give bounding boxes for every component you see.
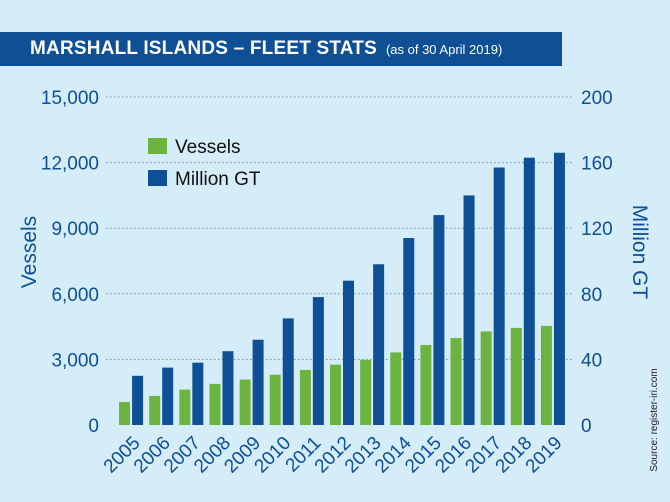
bar-gt-2010: [282, 318, 294, 425]
bar-vessels-2011: [299, 369, 311, 425]
x-tick-label: 2019: [522, 433, 567, 478]
left-tick-label: 9,000: [51, 219, 99, 240]
bar-vessels-2012: [330, 364, 341, 425]
left-tick-label: 12,000: [41, 154, 99, 175]
bar-gt-2013: [373, 264, 385, 425]
right-tick-label: 80: [581, 285, 602, 306]
bar-vessels-2015: [420, 344, 432, 425]
bar-vessels-2016: [450, 337, 462, 425]
bar-vessels-2009: [239, 379, 251, 425]
bar-gt-2015: [433, 215, 445, 425]
bar-gt-2008: [222, 351, 234, 425]
right-tick-label: 40: [581, 350, 602, 371]
bar-gt-2017: [493, 167, 505, 425]
left-tick-label: 6,000: [51, 285, 99, 306]
bar-vessels-2007: [179, 389, 191, 425]
y-axis-label-right: Million GT: [628, 205, 651, 300]
left-tick-label: 15,000: [41, 88, 99, 109]
x-axis-ticks: 2005200620072008200920102011201220132014…: [100, 432, 567, 477]
bar-vessels-2017: [480, 331, 492, 425]
bar-gt-2007: [192, 362, 204, 425]
chart-title-bar: MARSHALL ISLANDS – FLEET STATS (as of 30…: [0, 32, 562, 66]
right-tick-label: 160: [581, 154, 613, 175]
chart-subtitle: (as of 30 April 2019): [385, 41, 503, 57]
bar-vessels-2019: [540, 325, 552, 425]
bar-vessels-2010: [269, 374, 281, 425]
bar-gt-2019: [553, 152, 565, 425]
legend: Vessels Million GT: [148, 137, 261, 190]
left-tick-label: 3,000: [51, 350, 99, 371]
bar-vessels-2005: [119, 402, 131, 425]
right-tick-label: 120: [581, 219, 613, 240]
right-tick-label: 0: [581, 416, 592, 437]
bar-vessels-2018: [510, 327, 522, 425]
source-note: Source: register-iri.com: [649, 368, 660, 471]
bar-vessels-2014: [390, 352, 402, 425]
bar-gt-2006: [162, 367, 174, 425]
right-axis-ticks: 0 40 80 120 160 200: [581, 88, 613, 437]
left-tick-label: 0: [88, 416, 99, 437]
legend-swatch-vessels: [148, 138, 167, 154]
bar-gt-2014: [403, 238, 415, 425]
bar-vessels-2008: [209, 383, 221, 425]
left-axis-ticks: 0 3,000 6,000 9,000 12,000 15,000: [41, 88, 99, 437]
bar-vessels-2013: [360, 359, 372, 425]
legend-label-gt: Million GT: [175, 169, 261, 190]
bar-gt-2005: [132, 375, 144, 425]
bar-gt-2016: [463, 195, 475, 425]
bar-gt-2011: [312, 297, 324, 425]
legend-label-vessels: Vessels: [175, 137, 240, 158]
chart-title: MARSHALL ISLANDS – FLEET STATS: [30, 38, 377, 59]
right-tick-label: 200: [581, 88, 613, 109]
bar-gt-2009: [252, 339, 264, 425]
bars: [119, 152, 565, 425]
bar-gt-2012: [343, 280, 354, 425]
legend-swatch-gt: [148, 170, 167, 186]
bar-gt-2018: [523, 157, 535, 425]
bar-vessels-2006: [149, 395, 161, 425]
y-axis-label-left: Vessels: [18, 216, 41, 288]
